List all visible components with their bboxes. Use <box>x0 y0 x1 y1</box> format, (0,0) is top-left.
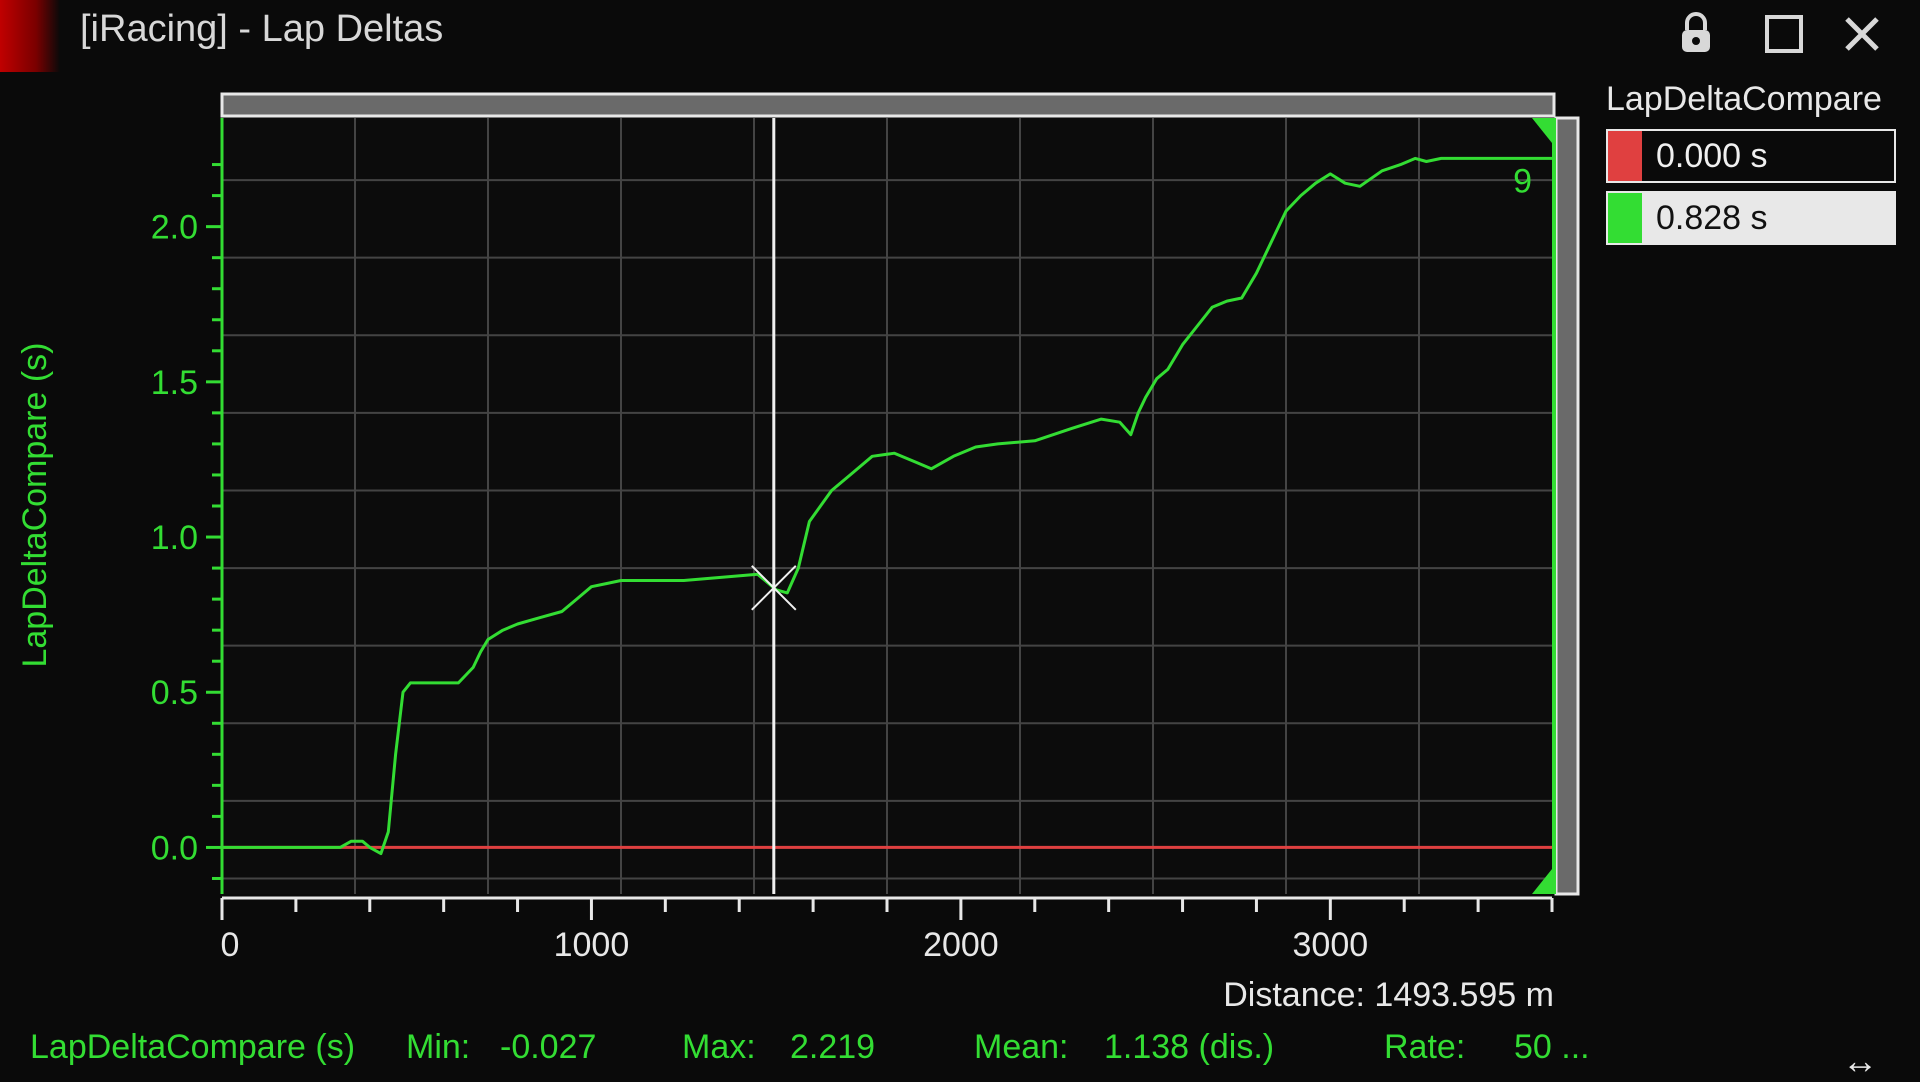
stats-rate-value: 50 ... <box>1514 1028 1590 1066</box>
window-accent <box>0 0 60 72</box>
stats-mean-value: 1.138 (dis.) <box>1104 1028 1275 1066</box>
range-end-marker-top <box>1532 118 1556 148</box>
series-line-green <box>222 156 1552 856</box>
y-tick-label: 1.5 <box>151 364 198 402</box>
resize-icon[interactable]: ↔ <box>1842 1040 1878 1081</box>
legend-item-red[interactable]: 0.000 s <box>1606 129 1896 183</box>
legend-value: 0.828 s <box>1656 198 1768 237</box>
title-bar: [iRacing] - Lap Deltas <box>0 0 1920 72</box>
cursor-crosshair <box>751 565 797 611</box>
legend-value: 0.000 s <box>1656 136 1768 175</box>
stats-mean-label: Mean: <box>974 1028 1069 1066</box>
y-tick-label: 0.0 <box>151 829 198 867</box>
legend-panel: LapDeltaCompare 0.000 s 0.828 s <box>1606 80 1896 253</box>
stats-rate-label: Rate: <box>1384 1028 1466 1066</box>
close-icon[interactable] <box>1834 6 1890 62</box>
stats-min-label: Min: <box>406 1028 471 1066</box>
window-title: [iRacing] - Lap Deltas <box>80 8 444 50</box>
x-tick-label: 2000 <box>923 926 999 964</box>
legend-swatch-red <box>1608 131 1642 181</box>
legend-title: LapDeltaCompare <box>1606 80 1882 118</box>
maximize-icon[interactable] <box>1756 6 1812 62</box>
distance-readout: Distance: 1493.595 m <box>1223 976 1554 1014</box>
legend-swatch-green <box>1608 193 1642 243</box>
y-tick-label: 0.5 <box>151 674 198 712</box>
vertical-scrollbar[interactable] <box>1554 116 1580 896</box>
x-tick-label: 1000 <box>554 926 630 964</box>
range-end-marker-bottom <box>1532 864 1556 894</box>
x-tick-label: 0 <box>221 926 240 964</box>
y-tick-label: 1.0 <box>151 519 198 557</box>
stats-max-value: 2.219 <box>790 1028 876 1066</box>
horizontal-scrollbar[interactable] <box>220 92 1556 118</box>
y-tick-label: 2.0 <box>151 209 198 247</box>
x-tick-label: 3000 <box>1293 926 1369 964</box>
stats-channel: LapDeltaCompare (s) <box>30 1028 356 1066</box>
legend-item-green[interactable]: 0.828 s <box>1606 191 1896 245</box>
stats-max-label: Max: <box>682 1028 756 1066</box>
y-axis-label: LapDeltaCompare (s) <box>16 342 54 667</box>
lock-icon[interactable] <box>1668 6 1724 62</box>
lap-number-label: 9 <box>1513 162 1532 200</box>
stats-min-value: -0.027 <box>500 1028 597 1066</box>
